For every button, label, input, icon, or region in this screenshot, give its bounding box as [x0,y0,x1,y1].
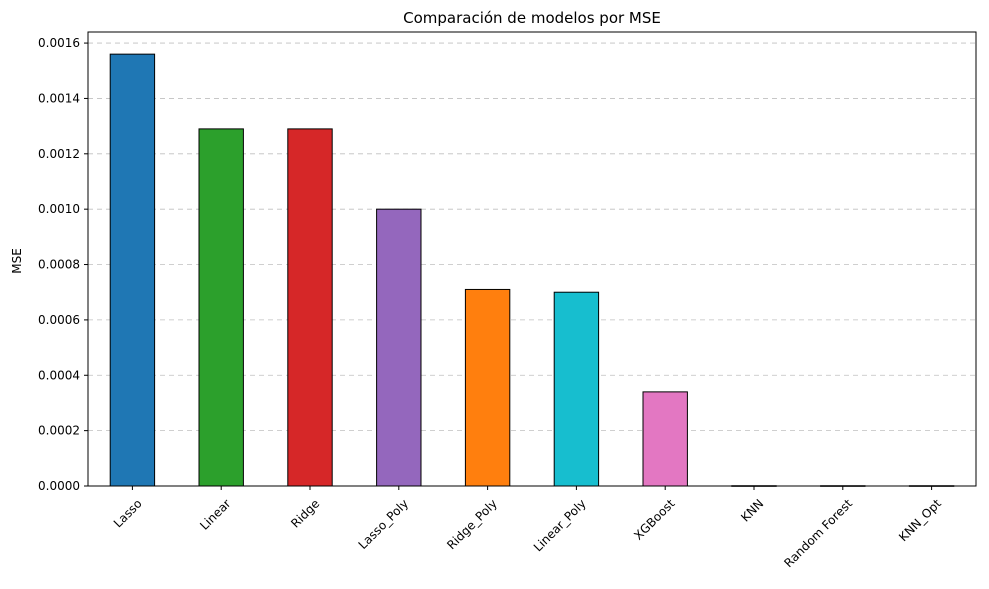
x-axis-ticks: Lasso Linear Ridge Lasso_Poly Ridge_Poly Line… [111,486,944,570]
y-tick-label: 0.0006 [38,313,80,327]
y-tick-label: 0.0016 [38,36,80,50]
bar-ridge-poly [464,288,511,487]
y-tick-label: 0.0008 [38,258,80,272]
y-tick-label: 0.0012 [38,147,80,161]
y-axis-ticks: 0.0000 0.0002 0.0004 0.0006 0.0008 0.0010 0.00… [38,36,88,493]
x-tick-label: Lasso [111,496,145,530]
x-tick-label: XGBoost [631,496,677,542]
bar-ridge [287,128,333,487]
x-tick-label: Random Forest [781,496,855,570]
x-tick-label: Lasso_Poly [356,496,411,551]
x-tick-label: Ridge [288,496,322,530]
y-tick-label: 0.0004 [38,368,80,382]
bar-lasso [109,53,156,487]
x-tick-label: KNN_Opt [896,496,944,544]
y-tick-label: 0.0002 [38,424,80,438]
bar-lasso-poly [376,208,422,487]
x-tick-label: KNN [738,496,766,524]
x-tick-label: Linear_Poly [531,496,589,554]
x-tick-label: Ridge_Poly [444,496,500,552]
y-tick-label: 0.0014 [38,91,80,105]
x-tick-label: Linear [197,496,233,532]
bar-xgboost [642,391,688,487]
bar-linear [198,128,244,487]
y-tick-label: 0.0000 [38,479,80,493]
y-tick-label: 0.0010 [38,202,80,216]
plot-frame [87,31,977,487]
y-axis-label: MSE [10,248,24,274]
chart-title: Comparación de modelos por MSE [403,9,661,27]
bars [109,53,955,487]
bar-linear-poly [553,291,600,487]
